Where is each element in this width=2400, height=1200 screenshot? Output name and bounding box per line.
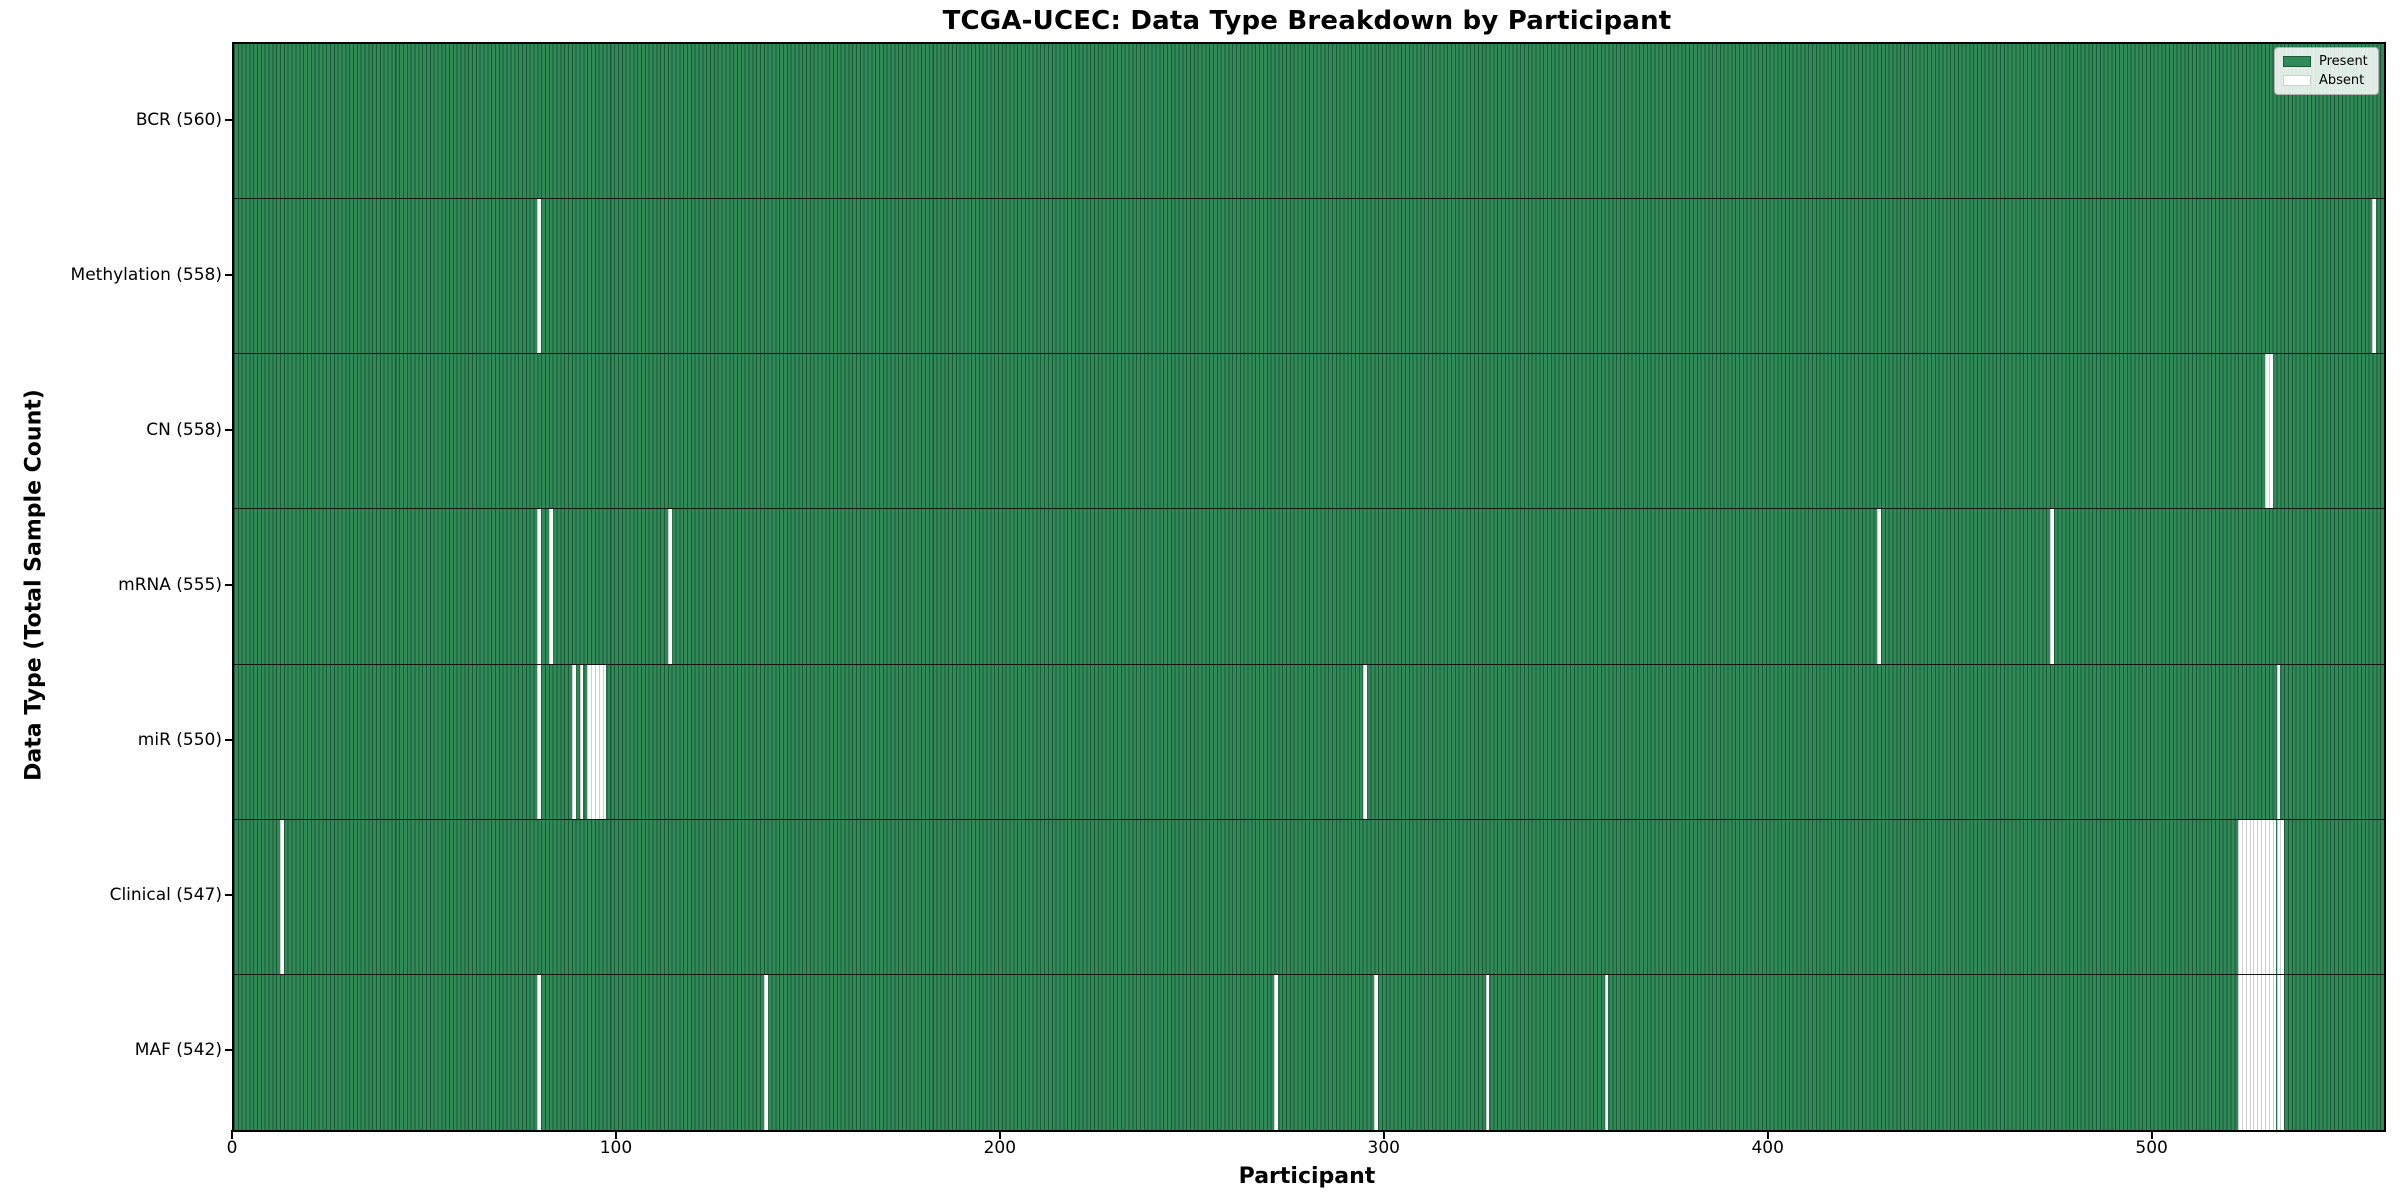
absent-gap xyxy=(2245,974,2250,1130)
absent-gap xyxy=(579,664,584,819)
x-tick-mark xyxy=(998,1130,1001,1139)
absent-gap xyxy=(2261,819,2265,974)
absent-gap xyxy=(2238,974,2242,1130)
absent-gap xyxy=(2245,819,2250,974)
absent-gap xyxy=(2264,974,2269,1130)
absent-gap xyxy=(594,664,599,819)
absent-gap xyxy=(2253,974,2258,1130)
absent-gap xyxy=(280,819,284,974)
legend-item-present: Present xyxy=(2283,54,2368,69)
absent-gap xyxy=(537,974,542,1130)
absent-gap xyxy=(2280,974,2285,1130)
data-row xyxy=(234,819,2384,975)
absent-gap xyxy=(2276,664,2281,819)
y-tick-label: Methylation (558) xyxy=(70,264,222,285)
absent-gap xyxy=(2264,819,2269,974)
absent-gap xyxy=(2372,199,2377,354)
absent-gap xyxy=(587,664,592,819)
absent-gap xyxy=(2272,974,2277,1130)
absent-gap xyxy=(548,509,553,664)
x-tick-label: 500 xyxy=(2135,1138,2168,1158)
absent-gap xyxy=(2049,509,2054,664)
legend: Present Absent xyxy=(2274,47,2379,95)
x-tick-mark xyxy=(614,1130,617,1139)
data-row xyxy=(234,509,2384,665)
data-row xyxy=(234,354,2384,510)
y-tick-mark xyxy=(225,584,232,586)
legend-present-label: Present xyxy=(2319,54,2368,69)
absent-gap xyxy=(2257,974,2262,1130)
absent-gap xyxy=(2268,819,2273,974)
y-tick-label: BCR (560) xyxy=(135,109,222,130)
absent-gap xyxy=(1374,974,1379,1130)
y-tick-mark xyxy=(225,428,232,431)
absent-gap xyxy=(537,199,542,354)
data-row xyxy=(234,974,2384,1130)
absent-gap xyxy=(1604,974,1609,1130)
absent-gap xyxy=(2241,974,2246,1130)
y-tick-mark xyxy=(225,273,232,276)
data-row xyxy=(234,44,2384,200)
absent-gap xyxy=(1362,664,1367,819)
absent-gap xyxy=(2264,354,2269,509)
x-tick-label: 200 xyxy=(983,1138,1017,1158)
absent-gap xyxy=(2249,819,2254,974)
y-tick-label: miR (550) xyxy=(137,730,222,751)
absent-gap xyxy=(2280,819,2285,974)
x-tick-mark xyxy=(2150,1130,2153,1139)
absent-gap xyxy=(2268,354,2273,509)
x-tick-label: 300 xyxy=(1367,1138,1401,1158)
absent-gap xyxy=(598,664,603,819)
legend-absent-label: Absent xyxy=(2319,73,2365,88)
x-tick-label: 400 xyxy=(1751,1138,1784,1158)
y-tick-mark xyxy=(225,894,232,897)
data-row xyxy=(234,199,2384,355)
absent-gap xyxy=(602,664,607,819)
absent-gap xyxy=(1877,509,1882,664)
y-tick-mark xyxy=(225,1049,232,1052)
legend-absent-swatch xyxy=(2283,75,2311,86)
data-row xyxy=(234,664,2384,820)
absent-gap xyxy=(2268,974,2273,1130)
absent-gap xyxy=(537,509,542,664)
x-tick-label: 0 xyxy=(226,1138,238,1158)
legend-item-absent: Absent xyxy=(2283,73,2368,88)
chart-title: TCGA-UCEC: Data Type Breakdown by Partic… xyxy=(942,6,1672,36)
y-tick-label: Clinical (547) xyxy=(109,885,222,906)
x-tick-mark xyxy=(1766,1130,1769,1139)
y-tick-label: mRNA (555) xyxy=(118,575,222,595)
absent-gap xyxy=(1485,974,1490,1130)
absent-gap xyxy=(2249,974,2254,1130)
absent-gap xyxy=(571,664,576,819)
absent-gap xyxy=(2257,819,2262,974)
legend-present-swatch xyxy=(2283,56,2311,67)
absent-gap xyxy=(2276,974,2281,1130)
x-tick-label: 100 xyxy=(599,1138,633,1158)
x-axis-label: Participant xyxy=(1238,1164,1376,1189)
y-tick-mark xyxy=(225,118,232,121)
x-tick-mark xyxy=(231,1130,233,1139)
y-tick-label: CN (558) xyxy=(146,419,222,440)
y-tick-label: MAF (542) xyxy=(134,1040,222,1061)
absent-gap xyxy=(2253,819,2258,974)
absent-gap xyxy=(1274,974,1279,1130)
absent-gap xyxy=(2238,819,2242,974)
absent-gap xyxy=(667,509,672,664)
absent-gap xyxy=(591,664,595,819)
absent-gap xyxy=(2276,819,2281,974)
absent-gap xyxy=(2241,819,2246,974)
y-tick-mark xyxy=(225,739,232,742)
absent-gap xyxy=(537,664,542,819)
absent-gap xyxy=(2261,974,2265,1130)
absent-gap xyxy=(2272,819,2277,974)
x-tick-mark xyxy=(1382,1130,1385,1139)
plot-area: Present Absent xyxy=(232,42,2386,1132)
absent-gap xyxy=(763,974,768,1130)
